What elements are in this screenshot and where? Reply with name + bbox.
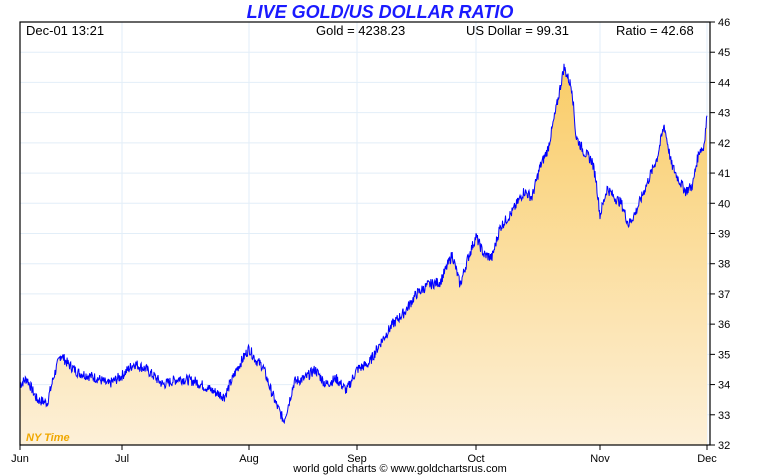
area-fill (20, 63, 707, 446)
y-tick-label: 45 (718, 47, 730, 59)
y-tick-label: 33 (718, 410, 730, 422)
x-tick-label: Jul (115, 453, 129, 465)
y-tick-label: 36 (718, 319, 730, 331)
x-tick-label: Sep (347, 453, 367, 465)
y-tick-label: 43 (718, 108, 730, 120)
y-tick-label: 32 (718, 440, 730, 452)
y-tick-label: 44 (718, 77, 730, 89)
y-tick-label: 34 (718, 380, 730, 392)
y-tick-label: 41 (718, 168, 730, 180)
y-tick-label: 35 (718, 349, 730, 361)
y-tick-label: 46 (718, 17, 730, 29)
x-tick-label: Nov (590, 453, 610, 465)
y-tick-label: 39 (718, 229, 730, 241)
datetime-label: Dec-01 13:21 (26, 23, 104, 38)
series-line (19, 63, 708, 425)
chart-title: LIVE GOLD/US DOLLAR RATIO (247, 2, 514, 22)
gold-price-label: Gold = 4238.23 (316, 23, 405, 38)
y-tick-label: 38 (718, 259, 730, 271)
footer-credit: world gold charts © www.goldchartsrus.co… (292, 463, 507, 475)
timezone-label: NY Time (26, 432, 70, 444)
ratio-label: Ratio = 42.68 (616, 23, 694, 38)
x-tick-label: Oct (467, 453, 484, 465)
x-tick-label: Dec (697, 453, 717, 465)
x-tick-label: Jun (11, 453, 29, 465)
y-tick-label: 37 (718, 289, 730, 301)
x-tick-label: Aug (239, 453, 259, 465)
y-tick-label: 40 (718, 198, 730, 210)
usd-label: US Dollar = 99.31 (466, 23, 569, 38)
y-tick-label: 42 (718, 138, 730, 150)
